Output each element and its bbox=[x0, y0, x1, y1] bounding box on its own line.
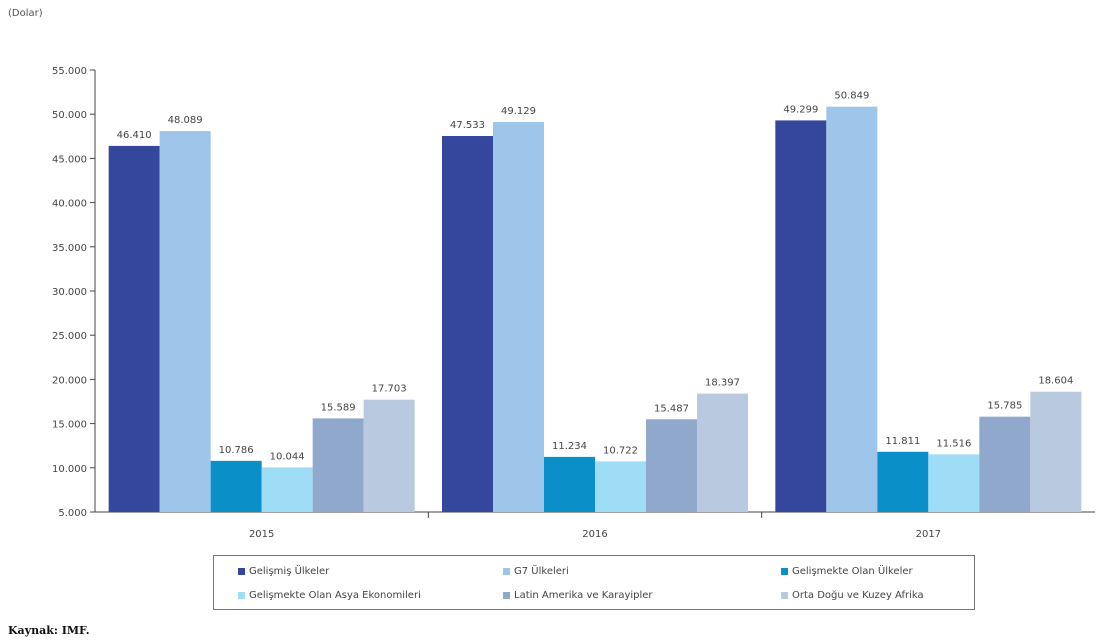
y-tick-label: 45.000 bbox=[52, 154, 87, 165]
x-category-label: 2017 bbox=[916, 529, 941, 540]
bar-2017-series-2 bbox=[826, 106, 878, 513]
source-note: Kaynak: IMF. bbox=[8, 624, 90, 637]
bar-2016-series-6 bbox=[697, 393, 748, 512]
data-label: 15.589 bbox=[321, 402, 356, 413]
bar-chart: 5.000 10.000 15.000 20.000 25.000 30.000 35.00… bbox=[52, 66, 1095, 540]
y-tick-label: 10.000 bbox=[52, 464, 87, 475]
bar-2016-series-1 bbox=[442, 136, 493, 512]
legend-item: Gelişmekte Olan Asya Ekonomileri bbox=[238, 590, 421, 601]
data-label: 17.703 bbox=[372, 384, 407, 395]
x-category-label: 2015 bbox=[249, 529, 274, 540]
bar-2017-series-6 bbox=[1030, 391, 1082, 512]
y-axis-unit-label: (Dolar) bbox=[8, 8, 43, 19]
legend-swatch bbox=[503, 592, 510, 599]
legend-swatch bbox=[781, 592, 788, 599]
data-label: 10.044 bbox=[270, 451, 305, 462]
legend-label: Orta Doğu ve Kuzey Afrika bbox=[792, 590, 924, 601]
bar-2015-series-4 bbox=[261, 467, 313, 512]
legend-item: Latin Amerika ve Karayipler bbox=[503, 590, 653, 601]
data-label: 50.849 bbox=[834, 91, 869, 102]
legend-item: Orta Doğu ve Kuzey Afrika bbox=[781, 590, 924, 601]
bar-2017-series-1 bbox=[775, 120, 827, 512]
legend-label: Gelişmekte Olan Asya Ekonomileri bbox=[249, 590, 421, 601]
data-label: 46.410 bbox=[117, 130, 152, 141]
data-label: 11.516 bbox=[936, 438, 971, 449]
bar-2016-series-4 bbox=[595, 461, 646, 512]
bar-2015-series-5 bbox=[312, 418, 364, 512]
data-label: 49.299 bbox=[783, 104, 818, 115]
data-label: 11.234 bbox=[552, 441, 587, 452]
bar-2017-series-4 bbox=[928, 454, 980, 512]
data-label: 11.811 bbox=[885, 436, 920, 447]
y-tick-label: 30.000 bbox=[52, 287, 87, 298]
bar-2017-series-3 bbox=[877, 451, 929, 512]
legend-item: Gelişmiş Ülkeler bbox=[238, 566, 329, 577]
data-label: 15.487 bbox=[654, 403, 689, 414]
legend-swatch bbox=[238, 592, 245, 599]
bar-2015-series-6 bbox=[363, 399, 415, 512]
data-label: 18.397 bbox=[705, 378, 740, 389]
legend-item: Gelişmekte Olan Ülkeler bbox=[781, 566, 913, 577]
data-label: 18.604 bbox=[1038, 376, 1073, 387]
bar-2016-series-2 bbox=[493, 121, 544, 512]
legend-swatch bbox=[238, 568, 245, 575]
y-tick-label: 55.000 bbox=[52, 66, 87, 77]
data-label: 49.129 bbox=[501, 106, 536, 117]
y-tick-label: 20.000 bbox=[52, 375, 87, 386]
bar-2015-series-2 bbox=[159, 131, 211, 512]
legend-label: G7 Ülkeleri bbox=[514, 566, 569, 577]
data-label: 48.089 bbox=[168, 115, 203, 126]
legend-label: Gelişmekte Olan Ülkeler bbox=[792, 566, 913, 577]
y-tick-label: 15.000 bbox=[52, 420, 87, 431]
bar-2015-series-1 bbox=[108, 145, 160, 512]
x-category-label: 2016 bbox=[582, 529, 607, 540]
bar-2017-series-5 bbox=[979, 416, 1031, 512]
legend-swatch bbox=[503, 568, 510, 575]
y-tick-label: 50.000 bbox=[52, 110, 87, 121]
chart-legend: Gelişmiş Ülkeler G7 Ülkeleri Gelişmekte Ol… bbox=[213, 555, 975, 610]
data-label: 10.786 bbox=[219, 445, 254, 456]
y-tick-label: 5.000 bbox=[58, 508, 87, 519]
bar-2015-series-3 bbox=[210, 460, 262, 512]
bar-2016-series-5 bbox=[646, 419, 697, 512]
y-tick-label: 40.000 bbox=[52, 199, 87, 210]
legend-item: G7 Ülkeleri bbox=[503, 566, 569, 577]
bar-2016-series-3 bbox=[544, 456, 595, 512]
legend-label: Latin Amerika ve Karayipler bbox=[514, 590, 653, 601]
y-tick-label: 25.000 bbox=[52, 331, 87, 342]
legend-swatch bbox=[781, 568, 788, 575]
data-label: 10.722 bbox=[603, 445, 638, 456]
y-tick-label: 35.000 bbox=[52, 243, 87, 254]
data-label: 47.533 bbox=[450, 120, 485, 131]
data-label: 15.785 bbox=[987, 401, 1022, 412]
legend-label: Gelişmiş Ülkeler bbox=[249, 566, 330, 577]
